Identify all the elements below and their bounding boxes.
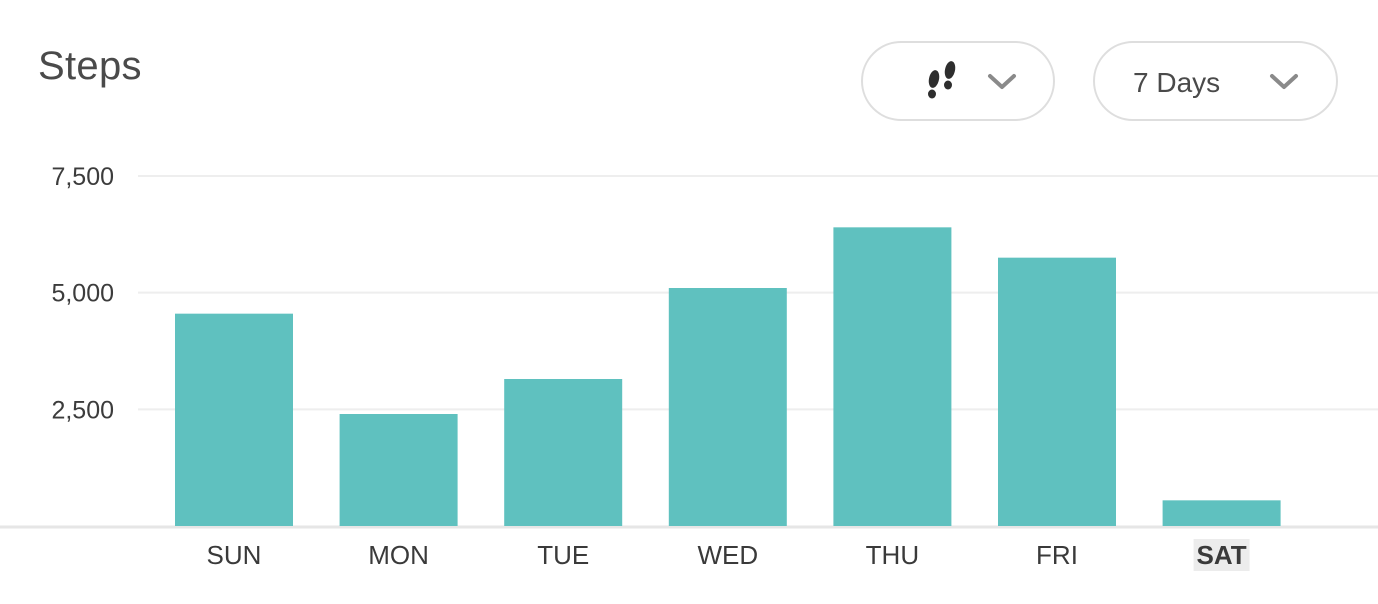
y-tick-label: 7,500 [51, 163, 114, 191]
x-tick-label-fri[interactable]: FRI [1036, 540, 1078, 570]
x-tick-label-wed[interactable]: WED [697, 540, 758, 570]
bar-fri[interactable] [998, 257, 1116, 526]
selected-label-highlight [1193, 539, 1250, 571]
page-title: Steps [38, 44, 142, 88]
x-tick-label-tue[interactable]: TUE [537, 540, 589, 570]
bar-sun[interactable] [175, 313, 293, 526]
x-tick-label-thu[interactable]: THU [866, 540, 919, 570]
date-range-dropdown[interactable]: 7 Days [1093, 41, 1338, 121]
x-tick-label-sat[interactable]: SAT [1197, 540, 1247, 570]
bar-wed[interactable] [668, 288, 787, 526]
y-tick-label: 5,000 [51, 280, 114, 308]
x-tick-label-sun[interactable]: SUN [207, 540, 262, 570]
chevron-down-icon [1269, 72, 1299, 92]
bar-mon[interactable] [339, 414, 458, 526]
x-tick-label-mon[interactable]: MON [368, 540, 429, 570]
bar-thu[interactable] [833, 227, 952, 527]
date-range-label: 7 Days [1133, 67, 1221, 98]
chevron-down-icon [987, 72, 1017, 92]
y-tick-label: 2,500 [51, 396, 114, 424]
footprints-icon [919, 60, 963, 104]
bar-sat[interactable] [1162, 500, 1281, 526]
bar-tue[interactable] [504, 379, 623, 526]
metric-selector-button[interactable] [861, 41, 1055, 121]
